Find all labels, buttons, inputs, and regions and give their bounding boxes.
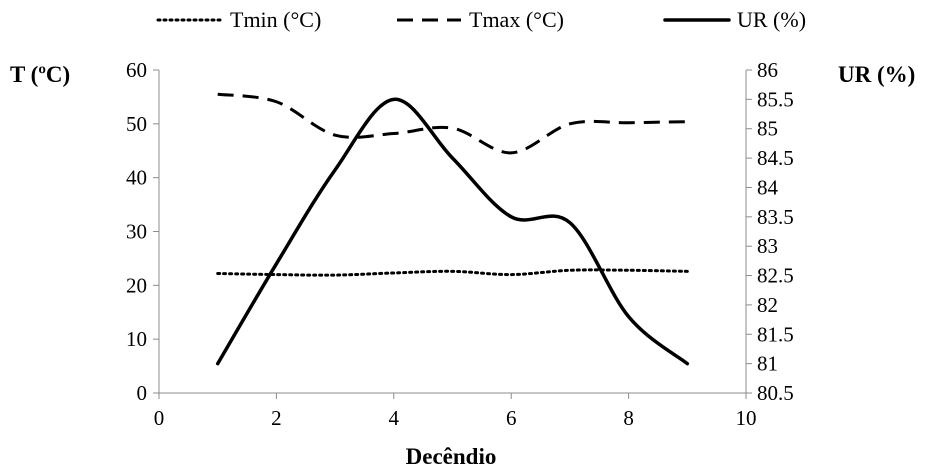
y2-tick-label: 80.5 [757,381,794,405]
y2-tick-label: 86 [757,58,778,82]
y2-tick-label: 82 [757,293,778,317]
y-tick-label: 20 [126,273,147,297]
y2-tick-label: 81 [757,352,778,376]
y2-tick-label: 84 [757,175,779,199]
x-tick-label: 6 [506,406,517,430]
legend-label-ur: UR (%) [737,7,806,32]
y-tick-label: 60 [126,58,147,82]
legend-label-tmin-c: Tmin (°C) [230,7,321,32]
y-axis-label: T (ºC) [10,62,70,87]
y2-tick-label: 83 [757,234,778,258]
y2-axis-label: UR (%) [838,62,915,87]
x-axis-label: Decêndio [406,444,497,465]
x-tick-label: 8 [623,406,634,430]
series-layer [215,92,690,366]
y-tick-label: 30 [126,220,147,244]
y2-tick-label: 83.5 [757,205,794,229]
x-tick-label: 4 [389,406,400,430]
y2-tick-label: 85.5 [757,87,794,111]
x-tick-label: 0 [154,406,165,430]
series-line-tmax-c [217,92,688,155]
legend-label-tmax-c: Tmax (°C) [469,7,564,32]
series-line-tmin-c [216,268,689,277]
x-tick-label: 10 [736,406,757,430]
y-tick-label: 50 [126,112,147,136]
y-tick-label: 0 [137,381,148,405]
x-tick-label: 2 [271,406,282,430]
y2-tick-label: 85 [757,117,778,141]
series-line-ur [215,97,690,366]
y-tick-label: 40 [126,166,147,190]
y2-tick-label: 84.5 [757,146,794,170]
legend: Tmin (°C) Tmax (°C) UR (%) [156,7,806,32]
y-tick-label: 10 [126,327,147,351]
y2-tick-label: 82.5 [757,264,794,288]
axes: 010203040506080.58181.58282.58383.58484.… [126,58,794,430]
y2-tick-label: 81.5 [757,322,794,346]
